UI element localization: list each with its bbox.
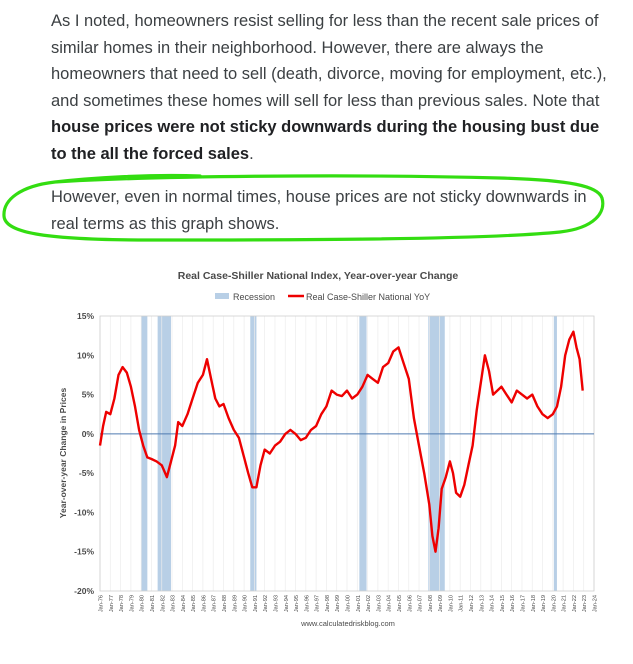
paragraph-1-bold: house prices were not sticky downwards d… [51, 118, 600, 163]
highlight-stroke [2, 173, 605, 242]
recession-band-1 [157, 316, 172, 591]
x-tick-label: Jan-78 [119, 595, 125, 612]
green-highlight-loop [2, 173, 605, 242]
x-tick-label: Jan-08 [428, 595, 434, 612]
y-tick-label: -5% [79, 468, 95, 478]
x-tick-label: Jan-05 [397, 595, 403, 612]
x-tick-label: Jan-12 [469, 595, 475, 612]
paragraph-1-text: As I noted, homeowners resist selling fo… [51, 12, 607, 110]
x-tick-label: Jan-85 [191, 595, 197, 612]
x-tick-label: Jan-19 [541, 595, 547, 612]
recession-band-2 [250, 316, 257, 591]
x-tick-label: Jan-01 [356, 595, 362, 612]
y-tick-label: 5% [82, 390, 95, 400]
chart-source: www.calculatedriskblog.com [300, 619, 395, 628]
y-axis-ticks: 15% 10% 5% 0% -5% -10% -15% -20% [74, 311, 94, 596]
x-tick-label: Jan-96 [304, 595, 310, 612]
x-tick-label: Jan-00 [346, 595, 352, 612]
x-tick-label: Jan-07 [418, 595, 424, 612]
x-tick-label: Jan-02 [366, 595, 372, 612]
y-tick-label: 0% [82, 429, 95, 439]
recession-bands [141, 316, 557, 591]
x-tick-label: Jan-80 [140, 595, 146, 612]
x-tick-label: Jan-81 [150, 595, 156, 612]
y-tick-label: -15% [74, 547, 94, 557]
x-tick-label: Jan-98 [325, 595, 331, 612]
x-tick-label: Jan-11 [459, 595, 465, 612]
plot-frame [99, 315, 595, 592]
x-tick-label: Jan-84 [181, 595, 187, 612]
x-tick-label: Jan-89 [232, 595, 238, 612]
recession-band-4 [428, 316, 445, 591]
legend-recession-label: Recession [233, 292, 275, 302]
y-tick-label: 10% [77, 350, 94, 360]
x-tick-label: Jan-22 [572, 595, 578, 612]
x-tick-label: Jan-97 [315, 595, 321, 612]
x-tick-label: Jan-21 [562, 595, 568, 612]
x-tick-label: Jan-06 [407, 595, 413, 612]
chart-legend: Recession Real Case-Shiller National YoY [215, 292, 430, 302]
x-tick-label: Jan-15 [500, 595, 506, 612]
x-tick-label: Jan-14 [490, 595, 496, 612]
x-tick-label: Jan-24 [593, 595, 599, 612]
line-chart: Real Case-Shiller National Index, Year-o… [58, 270, 599, 628]
paragraph-1: As I noted, homeowners resist selling fo… [51, 8, 611, 167]
legend-recession-swatch [215, 293, 229, 299]
legend-series-label: Real Case-Shiller National YoY [306, 292, 430, 302]
recession-band-5 [553, 316, 557, 591]
y-tick-label: -20% [74, 586, 94, 596]
x-tick-label: Jan-99 [335, 595, 341, 612]
x-tick-label: Jan-87 [212, 595, 218, 612]
x-tick-label: Jan-17 [520, 595, 526, 612]
chart-title: Real Case-Shiller National Index, Year-o… [178, 270, 459, 282]
x-tick-label: Jan-04 [387, 595, 393, 612]
paragraph-1-end: . [249, 144, 254, 163]
x-tick-label: Jan-93 [273, 595, 279, 612]
x-tick-label: Jan-10 [448, 595, 454, 612]
x-tick-label: Jan-83 [171, 595, 177, 612]
x-tick-label: Jan-94 [284, 595, 290, 612]
x-tick-label: Jan-95 [294, 595, 300, 612]
x-tick-label: Jan-03 [376, 595, 382, 612]
x-tick-label: Jan-20 [551, 595, 557, 612]
x-tick-label: Jan-77 [109, 595, 115, 612]
x-tick-label: Jan-90 [243, 595, 249, 612]
x-tick-label: Jan-09 [438, 595, 444, 612]
x-tick-label: Jan-91 [253, 595, 259, 612]
x-tick-label: Jan-18 [531, 595, 537, 612]
paragraph-2: However, even in normal times, house pri… [51, 188, 587, 233]
x-tick-label: Jan-86 [201, 595, 207, 612]
y-tick-label: -10% [74, 507, 94, 517]
x-tick-label: Jan-13 [479, 595, 485, 612]
x-tick-label: Jan-76 [99, 595, 105, 612]
recession-band-0 [141, 316, 148, 591]
series-line-real-case-shiller-yoy [98, 330, 584, 553]
x-tick-label: Jan-82 [160, 595, 166, 612]
x-tick-label: Jan-16 [510, 595, 516, 612]
x-tick-label: Jan-92 [263, 595, 269, 612]
x-tick-label: Jan-79 [129, 595, 135, 612]
x-axis-ticks: Jan-76 Jan-77 Jan-78 Jan-79 Jan-80 Jan-81 Jan-… [99, 595, 599, 612]
recession-band-3 [359, 316, 367, 591]
x-tick-label: Jan-88 [222, 595, 228, 612]
y-tick-label: 15% [77, 311, 94, 321]
y-axis-label: Year-over-year Change in Prices [58, 388, 68, 519]
x-tick-label: Jan-23 [582, 595, 588, 612]
